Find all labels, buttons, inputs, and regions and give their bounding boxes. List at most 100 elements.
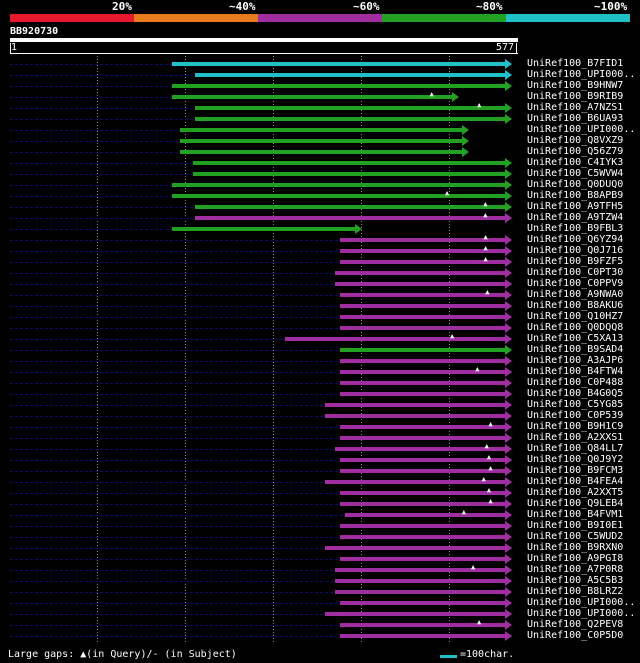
hit-row[interactable]: ▲ UniRef100_A9TFH5 (0, 201, 640, 213)
hit-row[interactable]: ▲ UniRef100_A2XXT5 (0, 487, 640, 499)
hit-label[interactable]: UniRef100_Q2PEV8 (527, 619, 624, 630)
hit-alignment-bar[interactable] (340, 370, 505, 374)
hit-alignment-bar[interactable] (340, 425, 505, 429)
hit-alignment-bar[interactable] (340, 293, 505, 297)
hit-label[interactable]: UniRef100_B8AKU6 (527, 300, 624, 311)
hit-label[interactable]: UniRef100_C0P5D0 (527, 630, 624, 641)
hit-row[interactable]: UniRef100_B8AKU6 (0, 300, 640, 312)
hit-row[interactable]: UniRef100_B8LRZ2 (0, 586, 640, 598)
hit-row[interactable]: ▲ UniRef100_B9RIB9 (0, 91, 640, 103)
hit-label[interactable]: UniRef100_C0P488 (527, 377, 624, 388)
hit-alignment-bar[interactable] (340, 436, 505, 440)
hit-alignment-bar[interactable] (172, 95, 452, 99)
hit-alignment-bar[interactable] (195, 117, 505, 121)
hit-alignment-bar[interactable] (340, 381, 505, 385)
hit-alignment-bar[interactable] (340, 392, 505, 396)
hit-label[interactable]: UniRef100_Q0J716 (527, 245, 624, 256)
hit-row[interactable]: UniRef100_A3AJP6 (0, 355, 640, 367)
hit-label[interactable]: UniRef100_A3AJP6 (527, 355, 624, 366)
hit-row[interactable]: ▲ UniRef100_A7NZS1 (0, 102, 640, 114)
hit-label[interactable]: UniRef100_Q56Z79 (527, 146, 624, 157)
hit-alignment-bar[interactable] (180, 128, 462, 132)
hit-alignment-bar[interactable] (340, 260, 505, 264)
hit-label[interactable]: UniRef100_A9PGI8 (527, 553, 624, 564)
hit-label[interactable]: UniRef100_A9TFH5 (527, 201, 624, 212)
hit-alignment-bar[interactable] (335, 579, 505, 583)
hit-row[interactable]: UniRef100_B9HNW7 (0, 80, 640, 92)
hit-label[interactable]: UniRef100_UPI000.. (527, 124, 636, 135)
hit-alignment-bar[interactable] (335, 568, 505, 572)
hit-row[interactable]: UniRef100_A2XXS1 (0, 432, 640, 444)
hit-label[interactable]: UniRef100_C0PT30 (527, 267, 624, 278)
hit-alignment-bar[interactable] (345, 513, 505, 517)
hit-label[interactable]: UniRef100_UPI000.. (527, 597, 636, 608)
hit-label[interactable]: UniRef100_B9I0E1 (527, 520, 624, 531)
hit-label[interactable]: UniRef100_Q84LL7 (527, 443, 624, 454)
hit-alignment-bar[interactable] (195, 205, 505, 209)
hit-label[interactable]: UniRef100_B9SAD4 (527, 344, 624, 355)
hit-row[interactable]: UniRef100_Q10HZ7 (0, 311, 640, 323)
hit-row[interactable]: UniRef100_UPI000.. (0, 69, 640, 81)
hit-row[interactable]: UniRef100_C4IYK3 (0, 157, 640, 169)
hit-row[interactable]: ▲ UniRef100_B9H1C9 (0, 421, 640, 433)
hit-label[interactable]: UniRef100_Q9LEB4 (527, 498, 624, 509)
hit-label[interactable]: UniRef100_C5XA13 (527, 333, 624, 344)
hit-row[interactable]: ▲ UniRef100_B4FVM1 (0, 509, 640, 521)
hit-row[interactable]: ▲ UniRef100_B4FTW4 (0, 366, 640, 378)
hit-row[interactable]: UniRef100_C5WVW4 (0, 168, 640, 180)
hit-row[interactable]: UniRef100_B4G0Q5 (0, 388, 640, 400)
hit-label[interactable]: UniRef100_B9RXN0 (527, 542, 624, 553)
hit-label[interactable]: UniRef100_Q6YZ94 (527, 234, 624, 245)
hit-alignment-bar[interactable] (325, 480, 505, 484)
hit-label[interactable]: UniRef100_Q10HZ7 (527, 311, 624, 322)
hit-alignment-bar[interactable] (325, 403, 505, 407)
hit-row[interactable]: ▲ UniRef100_Q0J9Y2 (0, 454, 640, 466)
hit-alignment-bar[interactable] (195, 106, 505, 110)
hit-alignment-bar[interactable] (340, 502, 505, 506)
hit-row[interactable]: UniRef100_C5YG85 (0, 399, 640, 411)
hit-label[interactable]: UniRef100_A9TZW4 (527, 212, 624, 223)
hit-row[interactable]: UniRef100_C0P5D0 (0, 630, 640, 642)
hit-row[interactable]: ▲ UniRef100_Q2PEV8 (0, 619, 640, 631)
hit-alignment-bar[interactable] (195, 73, 505, 77)
hit-row[interactable]: UniRef100_C0P539 (0, 410, 640, 422)
hit-row[interactable]: UniRef100_B9SAD4 (0, 344, 640, 356)
hit-row[interactable]: UniRef100_C0P488 (0, 377, 640, 389)
hit-label[interactable]: UniRef100_Q8VXZ9 (527, 135, 624, 146)
hit-alignment-bar[interactable] (340, 458, 505, 462)
hit-alignment-bar[interactable] (335, 447, 505, 451)
hit-row[interactable]: ▲ UniRef100_B9FZF5 (0, 256, 640, 268)
hit-label[interactable]: UniRef100_B9FZF5 (527, 256, 624, 267)
hit-alignment-bar[interactable] (193, 172, 505, 176)
hit-alignment-bar[interactable] (180, 139, 462, 143)
hit-label[interactable]: UniRef100_A2XXS1 (527, 432, 624, 443)
hit-alignment-bar[interactable] (285, 337, 505, 341)
hit-row[interactable]: UniRef100_UPI000.. (0, 597, 640, 609)
hit-row[interactable]: ▲ UniRef100_A7P0R8 (0, 564, 640, 576)
hit-row[interactable]: UniRef100_Q0DQQ8 (0, 322, 640, 334)
hit-label[interactable]: UniRef100_C5YG85 (527, 399, 624, 410)
hit-alignment-bar[interactable] (340, 634, 505, 638)
hit-alignment-bar[interactable] (193, 161, 505, 165)
hit-alignment-bar[interactable] (340, 491, 505, 495)
hit-row[interactable]: ▲ UniRef100_Q6YZ94 (0, 234, 640, 246)
hit-alignment-bar[interactable] (172, 84, 505, 88)
hit-row[interactable]: UniRef100_C0PT30 (0, 267, 640, 279)
hit-label[interactable]: UniRef100_B4FEA4 (527, 476, 624, 487)
hit-alignment-bar[interactable] (172, 227, 355, 231)
hit-row[interactable]: ▲ UniRef100_C5XA13 (0, 333, 640, 345)
hit-label[interactable]: UniRef100_C0P539 (527, 410, 624, 421)
hit-row[interactable]: UniRef100_Q8VXZ9 (0, 135, 640, 147)
hit-row[interactable]: UniRef100_A9PGI8 (0, 553, 640, 565)
hit-alignment-bar[interactable] (340, 557, 505, 561)
hit-label[interactable]: UniRef100_A7NZS1 (527, 102, 624, 113)
hit-row[interactable]: UniRef100_Q0DUQ0 (0, 179, 640, 191)
hit-alignment-bar[interactable] (180, 150, 462, 154)
hit-row[interactable]: UniRef100_B9RXN0 (0, 542, 640, 554)
hit-label[interactable]: UniRef100_A7P0R8 (527, 564, 624, 575)
hit-alignment-bar[interactable] (340, 524, 505, 528)
hit-row[interactable]: UniRef100_B7FID1 (0, 58, 640, 70)
hit-alignment-bar[interactable] (172, 194, 505, 198)
hit-row[interactable]: UniRef100_C0PPV9 (0, 278, 640, 290)
hit-row[interactable]: UniRef100_UPI000.. (0, 608, 640, 620)
